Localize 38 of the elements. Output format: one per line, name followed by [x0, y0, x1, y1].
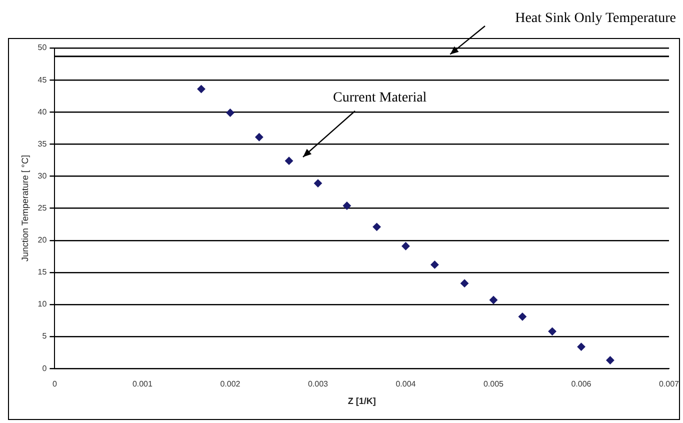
point	[430, 260, 439, 269]
y-axis-title: Junction Temperature [ °C]	[20, 155, 30, 262]
x-tick-label: 0.004	[396, 380, 416, 389]
y-tick-label: 0	[42, 364, 48, 373]
point	[402, 242, 410, 250]
x-tick-label: 0.001	[132, 380, 154, 389]
x-tick-label: 0.005	[483, 380, 504, 389]
point	[548, 327, 556, 336]
ref-line-label: Heat Sink Only Temperature	[515, 11, 676, 26]
y-tick-label: 10	[38, 300, 48, 309]
point	[342, 202, 351, 210]
point	[314, 179, 322, 188]
y-tick-label: 45	[38, 75, 48, 84]
point	[577, 342, 586, 351]
point	[255, 133, 264, 142]
x-axis-title: Z [1/K]	[348, 396, 376, 406]
y-tick-label: 30	[38, 171, 48, 180]
annotation: Current Material	[333, 90, 427, 106]
x-tick-label: 0.007	[658, 380, 680, 389]
y-tick-label: 5	[42, 332, 48, 341]
point	[226, 108, 234, 117]
y-tick-label: 40	[38, 107, 48, 116]
y-tick-label: 35	[38, 139, 48, 148]
point	[285, 156, 294, 165]
point	[372, 222, 381, 231]
point	[197, 85, 206, 94]
y-tick-label: 50	[38, 43, 48, 52]
y-tick-label: 15	[38, 268, 48, 277]
y-tick-label: 20	[38, 236, 48, 245]
point	[489, 296, 498, 304]
x-tick-label: 0.006	[571, 380, 592, 389]
y-tick-label: 25	[38, 204, 48, 213]
x-tick-label: 0.002	[220, 380, 241, 389]
x-tick-label: 0	[52, 380, 58, 389]
point	[518, 312, 526, 321]
point	[460, 279, 469, 288]
point	[606, 356, 614, 364]
x-tick-label: 0.003	[308, 380, 329, 389]
